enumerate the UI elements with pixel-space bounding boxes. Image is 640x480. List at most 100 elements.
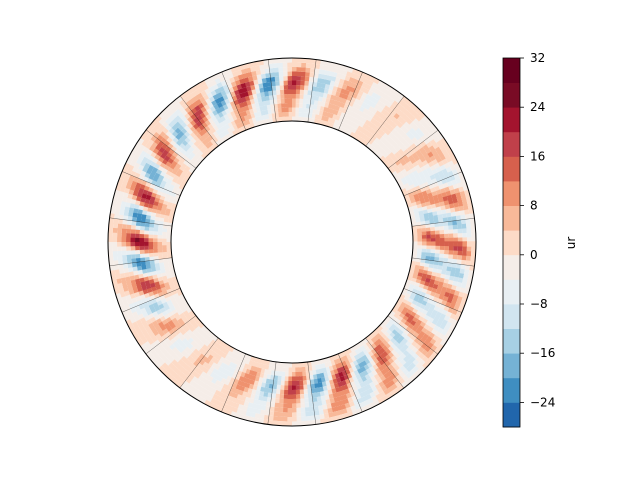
field-cell — [139, 238, 145, 243]
field-cell — [253, 380, 260, 387]
field-cell — [454, 205, 460, 212]
field-cell — [448, 245, 454, 251]
colorbar-block — [503, 131, 520, 157]
field-cell — [382, 350, 389, 358]
field-cell — [410, 263, 416, 269]
field-cell — [429, 255, 435, 261]
field-cell — [387, 157, 394, 164]
field-cell — [271, 393, 277, 399]
field-cell — [207, 337, 214, 344]
field-cell — [132, 212, 138, 219]
field-cell — [278, 362, 283, 368]
field-cell — [302, 98, 307, 104]
field-cell — [257, 83, 264, 89]
field-cell — [275, 393, 281, 399]
field-cell — [121, 250, 127, 257]
field-cell — [426, 237, 431, 242]
field-cell — [435, 233, 440, 239]
field-cell — [301, 112, 306, 118]
field-cell — [365, 352, 372, 359]
field-cell — [390, 154, 397, 161]
field-cell — [295, 67, 302, 72]
field-cell — [262, 59, 269, 65]
field-cell — [112, 227, 118, 234]
field-cell — [315, 82, 322, 88]
field-cell — [280, 385, 286, 390]
field-cell — [310, 379, 316, 385]
field-cell — [162, 251, 168, 257]
field-cell — [467, 274, 474, 281]
field-cell — [328, 61, 335, 68]
field-cell — [159, 217, 165, 223]
field-cell — [131, 194, 138, 201]
field-cell — [466, 255, 471, 261]
field-cell — [332, 85, 338, 92]
field-cell — [182, 145, 189, 153]
field-cell — [249, 66, 256, 72]
field-cell — [438, 256, 444, 262]
field-cell — [417, 244, 422, 249]
field-cell — [268, 99, 274, 105]
field-cell — [419, 216, 425, 222]
colorbar-block — [503, 377, 520, 403]
field-cell — [426, 244, 431, 250]
field-cell — [448, 249, 454, 255]
field-cell — [273, 379, 279, 385]
field-cell — [117, 282, 124, 290]
field-cell — [136, 261, 142, 268]
field-cell — [286, 58, 292, 63]
field-cell — [319, 60, 326, 66]
colorbar-block — [503, 254, 520, 280]
field-cell — [428, 215, 434, 221]
field-cell — [188, 146, 195, 153]
sector-line — [365, 95, 405, 147]
field-cell — [155, 209, 162, 215]
field-cell — [418, 268, 424, 274]
field-cell — [218, 127, 225, 134]
field-cell — [434, 252, 440, 258]
field-cell — [414, 267, 420, 273]
field-cell — [291, 112, 296, 117]
field-cell — [157, 242, 163, 247]
sector-line — [338, 71, 363, 131]
field-cell — [253, 84, 260, 90]
field-cell — [175, 315, 182, 322]
field-cell — [193, 141, 200, 148]
field-cell — [444, 241, 449, 247]
field-cell — [263, 91, 269, 97]
field-cell — [209, 138, 216, 145]
field-cell — [295, 376, 300, 381]
field-cell — [295, 58, 302, 63]
field-cell — [304, 402, 311, 408]
field-cell — [192, 328, 199, 335]
field-cell — [330, 76, 337, 82]
field-cell — [462, 199, 468, 206]
field-cell — [449, 288, 456, 295]
field-cell — [411, 254, 417, 259]
field-cell — [437, 213, 443, 219]
sector-line — [145, 129, 197, 169]
sector-line — [411, 257, 475, 267]
field-cell — [457, 236, 463, 242]
field-cell — [311, 113, 316, 119]
field-cell — [329, 416, 336, 422]
field-cell — [396, 154, 403, 161]
field-cell — [185, 148, 193, 156]
field-cell — [367, 127, 374, 134]
field-cell — [441, 212, 448, 219]
field-cell — [196, 333, 203, 340]
field-cell — [117, 242, 122, 248]
field-cell — [275, 398, 281, 404]
field-cell — [298, 94, 304, 99]
field-cell — [318, 69, 324, 75]
field-cell — [426, 230, 431, 235]
field-cell — [313, 405, 320, 412]
field-cell — [384, 140, 391, 147]
field-cell — [378, 330, 385, 337]
field-cell — [317, 405, 324, 411]
field-cell — [180, 148, 187, 155]
field-cell — [157, 248, 163, 254]
field-cell — [291, 76, 297, 81]
field-cell — [410, 218, 416, 224]
field-cell — [112, 232, 118, 239]
